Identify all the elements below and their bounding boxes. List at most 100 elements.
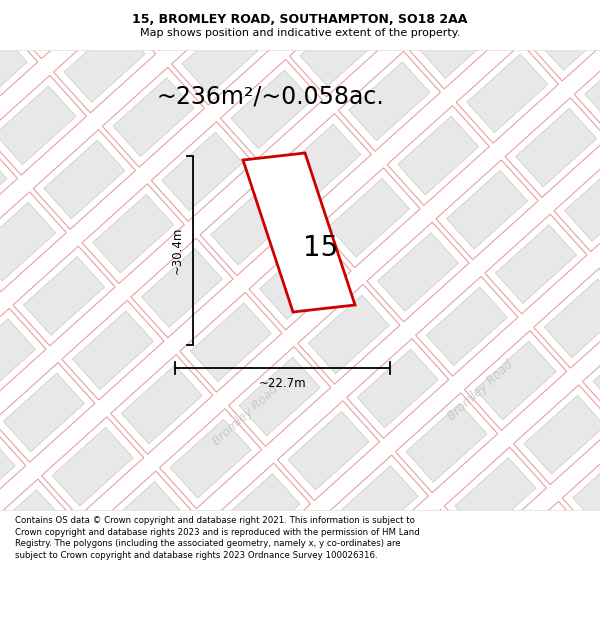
Polygon shape [406, 403, 487, 482]
Polygon shape [300, 8, 381, 86]
Polygon shape [398, 116, 479, 195]
Polygon shape [277, 401, 380, 501]
Text: 15: 15 [304, 234, 338, 261]
Polygon shape [5, 0, 107, 59]
Polygon shape [151, 122, 253, 221]
Polygon shape [347, 339, 449, 438]
Polygon shape [101, 482, 182, 560]
Polygon shape [407, 0, 509, 89]
Polygon shape [424, 564, 526, 625]
Polygon shape [172, 5, 274, 105]
Polygon shape [455, 458, 536, 536]
Polygon shape [91, 471, 193, 571]
Polygon shape [359, 0, 461, 35]
Polygon shape [0, 362, 95, 462]
Polygon shape [257, 518, 359, 617]
Polygon shape [13, 246, 115, 346]
Polygon shape [241, 0, 343, 42]
Polygon shape [487, 0, 568, 16]
Polygon shape [131, 238, 233, 338]
Polygon shape [0, 436, 15, 514]
Polygon shape [170, 419, 251, 498]
Polygon shape [573, 450, 600, 528]
Polygon shape [64, 24, 145, 102]
Polygon shape [475, 341, 556, 420]
Polygon shape [0, 596, 55, 625]
Polygon shape [338, 51, 440, 151]
Polygon shape [514, 385, 600, 484]
Polygon shape [387, 106, 490, 206]
Polygon shape [231, 70, 312, 149]
Polygon shape [82, 184, 184, 284]
Text: 15, BROMLEY ROAD, SOUTHAMPTON, SO18 2AA: 15, BROMLEY ROAD, SOUTHAMPTON, SO18 2AA [133, 12, 467, 26]
Polygon shape [434, 574, 515, 625]
Polygon shape [583, 322, 600, 422]
Polygon shape [467, 54, 548, 132]
Text: ~22.7m: ~22.7m [259, 377, 307, 390]
Polygon shape [229, 347, 331, 446]
Polygon shape [0, 606, 44, 625]
Polygon shape [0, 138, 17, 238]
Polygon shape [180, 292, 282, 392]
Polygon shape [0, 319, 35, 398]
Polygon shape [418, 0, 499, 78]
Polygon shape [0, 202, 56, 281]
Polygon shape [357, 349, 438, 428]
Polygon shape [367, 222, 469, 322]
Polygon shape [249, 230, 351, 330]
Polygon shape [0, 308, 46, 408]
Polygon shape [288, 411, 369, 490]
Polygon shape [21, 533, 124, 625]
Polygon shape [0, 76, 86, 175]
Polygon shape [485, 214, 587, 314]
Polygon shape [133, 0, 214, 40]
Polygon shape [139, 525, 241, 625]
Polygon shape [395, 393, 497, 492]
Polygon shape [524, 396, 600, 474]
Polygon shape [142, 249, 223, 328]
Polygon shape [269, 114, 371, 213]
Polygon shape [554, 152, 600, 252]
Polygon shape [0, 479, 74, 579]
Polygon shape [211, 186, 292, 265]
Polygon shape [200, 176, 302, 276]
Polygon shape [0, 541, 5, 625]
Polygon shape [493, 501, 595, 601]
Polygon shape [32, 544, 113, 622]
Text: Map shows position and indicative extent of the property.: Map shows position and indicative extent… [140, 28, 460, 38]
Polygon shape [122, 0, 225, 51]
Polygon shape [0, 148, 7, 227]
Polygon shape [110, 354, 213, 454]
Polygon shape [15, 0, 96, 48]
Polygon shape [504, 512, 585, 591]
Polygon shape [562, 439, 600, 539]
Polygon shape [329, 179, 410, 257]
Text: Contains OS data © Crown copyright and database right 2021. This information is : Contains OS data © Crown copyright and d… [15, 516, 420, 560]
Polygon shape [268, 528, 349, 606]
Polygon shape [318, 168, 420, 268]
Text: ~236m²/~0.058ac.: ~236m²/~0.058ac. [156, 85, 384, 109]
Polygon shape [44, 140, 125, 219]
Polygon shape [593, 333, 600, 412]
Polygon shape [0, 0, 58, 4]
Polygon shape [496, 225, 577, 303]
Polygon shape [190, 303, 271, 381]
Polygon shape [243, 153, 355, 312]
Polygon shape [565, 162, 600, 241]
Text: ~30.4m: ~30.4m [171, 227, 184, 274]
Polygon shape [52, 428, 133, 506]
Polygon shape [251, 0, 332, 32]
Polygon shape [0, 192, 67, 292]
Polygon shape [526, 0, 600, 81]
Polygon shape [182, 16, 263, 94]
Polygon shape [41, 417, 144, 517]
Polygon shape [260, 241, 340, 319]
Polygon shape [0, 32, 27, 110]
Polygon shape [375, 509, 478, 609]
Polygon shape [574, 36, 600, 135]
Polygon shape [121, 365, 202, 444]
Polygon shape [81, 598, 162, 625]
Polygon shape [544, 279, 600, 358]
Polygon shape [4, 373, 84, 452]
Polygon shape [337, 466, 418, 544]
